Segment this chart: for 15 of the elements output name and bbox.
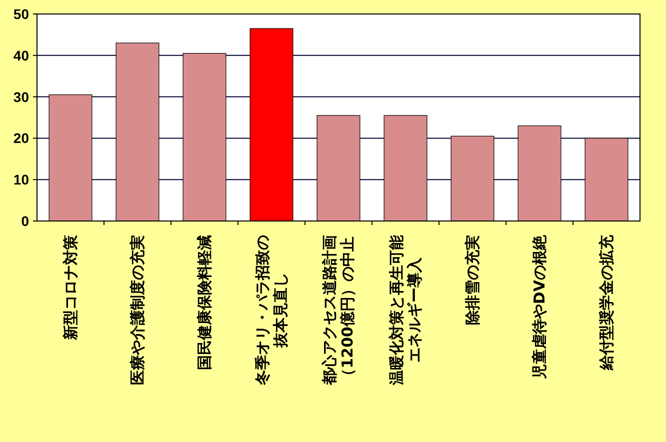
x-tick-label: 除排雪の充実 (464, 235, 482, 325)
y-tick-label: 50 (13, 6, 30, 22)
y-tick-label: 40 (13, 47, 30, 64)
x-tick-label: 新型コロナ対策 (62, 234, 80, 341)
x-tick-label: 医療や介護制度の充実 (128, 235, 146, 385)
x-tick-label: 都心アクセス道路計画（1200億円）の中止 (320, 235, 356, 386)
x-tick-label: 冬季オリ・パラ招致の抜本見直し (254, 235, 290, 386)
x-tick-label: 児童虐待やDVの根絶 (530, 234, 548, 380)
x-tick-label: 温暖化対策と再生可能エネルギー導入 (388, 234, 424, 386)
y-tick-label: 30 (13, 88, 30, 105)
y-tick-label: 10 (13, 172, 30, 188)
y-tick-label: 20 (13, 130, 30, 146)
x-tick-label: 給付型奨学金の拡充 (598, 234, 616, 371)
x-tick-label: 国民健康保険料軽減 (196, 235, 214, 370)
y-tick-label: 0 (21, 213, 30, 229)
